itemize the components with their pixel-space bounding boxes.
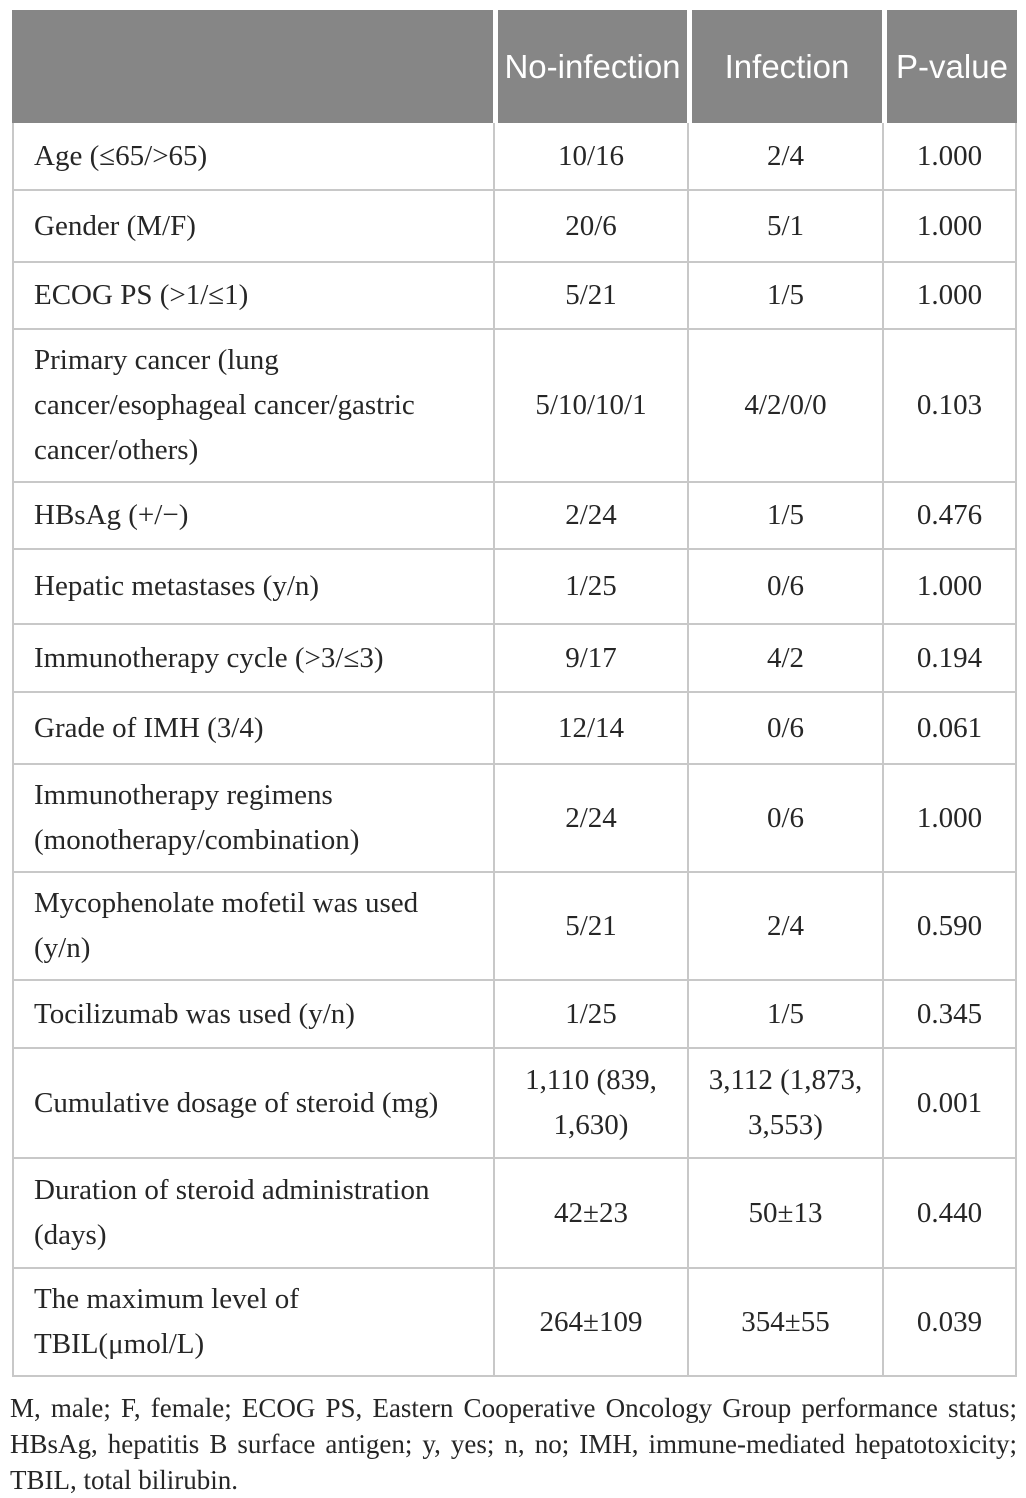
- p-value: 0.440: [882, 1159, 1017, 1269]
- no-infection-value: 5/21: [493, 873, 687, 981]
- infection-value: 354±55: [687, 1269, 882, 1377]
- table-row: Primary cancer (lung cancer/esophageal c…: [12, 330, 1017, 483]
- table-row: The maximum level of TBIL(μmol/L) 264±10…: [12, 1269, 1017, 1377]
- table-row: Age (≤65/>65) 10/16 2/4 1.000: [12, 123, 1017, 191]
- row-label: Gender (M/F): [12, 191, 493, 263]
- no-infection-value: 5/10/10/1: [493, 330, 687, 483]
- row-label: Duration of steroid administration (days…: [12, 1159, 493, 1269]
- row-label: Hepatic metastases (y/n): [12, 550, 493, 625]
- infection-value: 0/6: [687, 765, 882, 873]
- table-row: Immunotherapy cycle (>3/≤3) 9/17 4/2 0.1…: [12, 625, 1017, 693]
- no-infection-value: 5/21: [493, 263, 687, 330]
- no-infection-value: 1/25: [493, 981, 687, 1049]
- infection-value: 2/4: [687, 873, 882, 981]
- row-label: Cumulative dosage of steroid (mg): [12, 1049, 493, 1159]
- row-label: Primary cancer (lung cancer/esophageal c…: [12, 330, 493, 483]
- baseline-characteristics-table: No-infection Infection P-value Age (≤65/…: [12, 10, 1017, 1377]
- p-value: 1.000: [882, 550, 1017, 625]
- infection-value: 1/5: [687, 483, 882, 550]
- header-no-infection: No-infection: [493, 10, 687, 123]
- p-value: 0.061: [882, 693, 1017, 765]
- table-row: Tocilizumab was used (y/n) 1/25 1/5 0.34…: [12, 981, 1017, 1049]
- infection-value: 1/5: [687, 263, 882, 330]
- infection-value: 5/1: [687, 191, 882, 263]
- infection-value: 0/6: [687, 550, 882, 625]
- no-infection-value: 20/6: [493, 191, 687, 263]
- p-value: 1.000: [882, 123, 1017, 191]
- no-infection-value: 1,110 (839, 1,630): [493, 1049, 687, 1159]
- no-infection-value: 2/24: [493, 483, 687, 550]
- table-row: Immunotherapy regimens (monotherapy/comb…: [12, 765, 1017, 873]
- paper-table-figure: No-infection Infection P-value Age (≤65/…: [10, 10, 1017, 1498]
- no-infection-value: 42±23: [493, 1159, 687, 1269]
- infection-value: 1/5: [687, 981, 882, 1049]
- table-row: Duration of steroid administration (days…: [12, 1159, 1017, 1269]
- table-body: Age (≤65/>65) 10/16 2/4 1.000 Gender (M/…: [12, 123, 1017, 1377]
- table-row: HBsAg (+/−) 2/24 1/5 0.476: [12, 483, 1017, 550]
- p-value: 1.000: [882, 191, 1017, 263]
- p-value: 0.590: [882, 873, 1017, 981]
- p-value: 0.194: [882, 625, 1017, 693]
- no-infection-value: 12/14: [493, 693, 687, 765]
- p-value: 0.345: [882, 981, 1017, 1049]
- infection-value: 3,112 (1,873, 3,553): [687, 1049, 882, 1159]
- header-empty-cell: [12, 10, 493, 123]
- header-p-value: P-value: [882, 10, 1017, 123]
- table-row: Mycophenolate mofetil was used (y/n) 5/2…: [12, 873, 1017, 981]
- p-value: 1.000: [882, 263, 1017, 330]
- row-label: Immunotherapy regimens (monotherapy/comb…: [12, 765, 493, 873]
- infection-value: 50±13: [687, 1159, 882, 1269]
- table-row: Hepatic metastases (y/n) 1/25 0/6 1.000: [12, 550, 1017, 625]
- table-row: Cumulative dosage of steroid (mg) 1,110 …: [12, 1049, 1017, 1159]
- infection-value: 2/4: [687, 123, 882, 191]
- infection-value: 4/2/0/0: [687, 330, 882, 483]
- row-label: Grade of IMH (3/4): [12, 693, 493, 765]
- no-infection-value: 9/17: [493, 625, 687, 693]
- table-row: Gender (M/F) 20/6 5/1 1.000: [12, 191, 1017, 263]
- row-label: Immunotherapy cycle (>3/≤3): [12, 625, 493, 693]
- row-label: Age (≤65/>65): [12, 123, 493, 191]
- infection-value: 4/2: [687, 625, 882, 693]
- row-label: The maximum level of TBIL(μmol/L): [12, 1269, 493, 1377]
- header-row: No-infection Infection P-value: [12, 10, 1017, 123]
- p-value: 1.000: [882, 765, 1017, 873]
- p-value: 0.476: [882, 483, 1017, 550]
- no-infection-value: 264±109: [493, 1269, 687, 1377]
- no-infection-value: 10/16: [493, 123, 687, 191]
- table-row: ECOG PS (>1/≤1) 5/21 1/5 1.000: [12, 263, 1017, 330]
- row-label: Tocilizumab was used (y/n): [12, 981, 493, 1049]
- row-label: Mycophenolate mofetil was used (y/n): [12, 873, 493, 981]
- row-label: ECOG PS (>1/≤1): [12, 263, 493, 330]
- row-label: HBsAg (+/−): [12, 483, 493, 550]
- header-infection: Infection: [687, 10, 882, 123]
- no-infection-value: 2/24: [493, 765, 687, 873]
- no-infection-value: 1/25: [493, 550, 687, 625]
- table-header: No-infection Infection P-value: [12, 10, 1017, 123]
- p-value: 0.001: [882, 1049, 1017, 1159]
- table-footnote: M, male; F, female; ECOG PS, Eastern Coo…: [10, 1393, 1017, 1495]
- p-value: 0.103: [882, 330, 1017, 483]
- p-value: 0.039: [882, 1269, 1017, 1377]
- table-row: Grade of IMH (3/4) 12/14 0/6 0.061: [12, 693, 1017, 765]
- infection-value: 0/6: [687, 693, 882, 765]
